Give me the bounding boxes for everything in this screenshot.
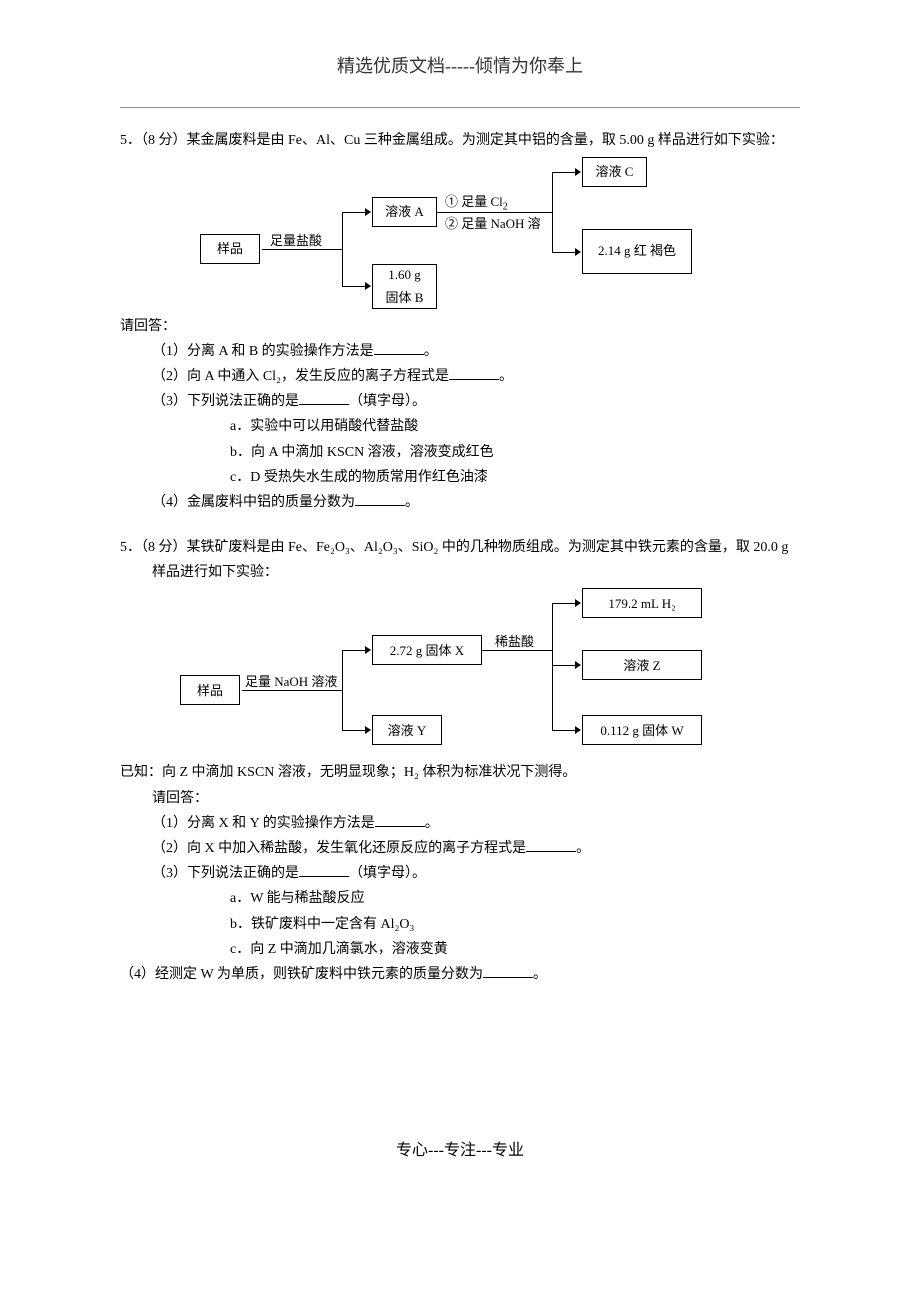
box-solution-y: 溶液 Y xyxy=(372,715,442,745)
box-solution-a: 溶液 A xyxy=(372,197,437,227)
arrow xyxy=(365,726,371,734)
q1-opt-a: a．实验中可以用硝酸代替盐酸 xyxy=(120,414,800,439)
q2-intro: 5．（8 分）某铁矿废料是由 Fe、Fe₂O₃、Al₂O₃、SiO₂ 中的几种物… xyxy=(120,535,800,585)
q2-sub3-text: （3）下列说法正确的是 xyxy=(152,866,299,881)
arrow xyxy=(575,661,581,669)
arrow xyxy=(575,726,581,734)
box-solution-z: 溶液 Z xyxy=(582,650,702,680)
line xyxy=(552,665,577,666)
q2-sub1: （1）分离 X 和 Y 的实验操作方法是 。 xyxy=(120,811,800,836)
blank xyxy=(483,977,533,978)
line xyxy=(342,730,367,731)
q2-opt-b: b．铁矿废料中一定含有 Al₂O₃ xyxy=(120,912,800,937)
solid-b-mass: 1.60 g xyxy=(388,263,421,286)
q1-sub1: （1）分离 A 和 B 的实验操作方法是 。 xyxy=(120,339,800,364)
blank xyxy=(355,505,405,506)
q1-diagram: 样品 足量盐酸 溶液 A 1.60 g 固体 B ① 足量 Cl2 ② 足量 N… xyxy=(150,164,800,304)
q1-prompt: 请回答： xyxy=(120,314,800,339)
q1-number: 5．（8 分） xyxy=(120,133,187,148)
box-solid-w: 0.112 g 固体 W xyxy=(582,715,702,745)
q1-opt-b: b．向 A 中滴加 KSCN 溶液，溶液变成红色 xyxy=(120,440,800,465)
line xyxy=(552,252,577,253)
q2-sub4-text: （4）经测定 W 为单质，则铁矿废料中铁元素的质量分数为 xyxy=(120,967,483,982)
line xyxy=(342,650,367,651)
q1-sub3-text: （3）下列说法正确的是 xyxy=(152,394,299,409)
blank xyxy=(374,354,424,355)
box-solid-x: 2.72 g 固体 X xyxy=(372,635,482,665)
q1-intro: 5．（8 分）某金属废料是由 Fe、Al、Cu 三种金属组成。为测定其中铝的含量… xyxy=(120,128,800,153)
q1-opt-c: c．D 受热失水生成的物质常用作红色油漆 xyxy=(120,465,800,490)
blank xyxy=(299,404,349,405)
label-dilute-hcl: 稀盐酸 xyxy=(495,630,534,653)
q1-sub4-end: 。 xyxy=(405,495,419,510)
box-sample-2: 样品 xyxy=(180,675,240,705)
q1-sub3: （3）下列说法正确的是 （填字母）。 xyxy=(120,389,800,414)
q1-sub1-end: 。 xyxy=(424,344,438,359)
q2-intro-text: 某铁矿废料是由 Fe、Fe₂O₃、Al₂O₃、SiO₂ 中的几种物质组成。为测定… xyxy=(152,540,788,580)
label-naoh: ② 足量 NaOH 溶 xyxy=(445,212,555,235)
arrow xyxy=(575,599,581,607)
q1-sub1-text: （1）分离 A 和 B 的实验操作方法是 xyxy=(152,344,374,359)
q1-sub2: （2）向 A 中通入 Cl₂，发生反应的离子方程式是 。 xyxy=(120,364,800,389)
q2-sub2-text: （2）向 X 中加入稀盐酸，发生氧化还原反应的离子方程式是 xyxy=(152,841,526,856)
q2-opt-c: c．向 Z 中滴加几滴氯水，溶液变黄 xyxy=(120,937,800,962)
q2-sub2: （2）向 X 中加入稀盐酸，发生氧化还原反应的离子方程式是 。 xyxy=(120,836,800,861)
arrow xyxy=(575,248,581,256)
line xyxy=(342,650,343,730)
line xyxy=(342,286,367,287)
box-solid-b: 1.60 g 固体 B xyxy=(372,264,437,309)
q2-prompt: 请回答： xyxy=(120,786,800,811)
q1-sub2-text: （2）向 A 中通入 Cl₂，发生反应的离子方程式是 xyxy=(152,369,449,384)
arrow xyxy=(365,282,371,290)
line xyxy=(552,730,577,731)
blank xyxy=(449,379,499,380)
q2-diagram: 样品 足量 NaOH 溶液 2.72 g 固体 X 溶液 Y 稀盐酸 179.2… xyxy=(150,595,800,745)
q1-sub3-end: （填字母）。 xyxy=(349,394,426,409)
blank xyxy=(299,876,349,877)
q2-sub3-end: （填字母）。 xyxy=(349,866,426,881)
solid-b-label: 固体 B xyxy=(386,286,424,309)
blank xyxy=(526,851,576,852)
box-red-brown: 2.14 g 红 褐色 xyxy=(582,229,692,274)
line xyxy=(552,603,577,604)
q2-sub4: （4）经测定 W 为单质，则铁矿废料中铁元素的质量分数为 。 xyxy=(120,962,800,987)
arrow xyxy=(365,208,371,216)
q2-sub3: （3）下列说法正确的是 （填字母）。 xyxy=(120,861,800,886)
line xyxy=(552,603,553,731)
q2-known: 已知：向 Z 中滴加 KSCN 溶液，无明显现象；H₂ 体积为标准状况下测得。 xyxy=(120,760,800,785)
page-header: 精选优质文档-----倾情为你奉上 xyxy=(120,50,800,82)
q2-sub1-end: 。 xyxy=(425,816,439,831)
arrow xyxy=(575,168,581,176)
q2-sub2-end: 。 xyxy=(576,841,590,856)
line xyxy=(342,212,343,286)
q1-sub4: （4）金属废料中铝的质量分数为 。 xyxy=(120,490,800,515)
line xyxy=(552,172,577,173)
line xyxy=(552,172,553,252)
q1-intro-text: 某金属废料是由 Fe、Al、Cu 三种金属组成。为测定其中铝的含量，取 5.00… xyxy=(187,133,784,148)
box-solution-c: 溶液 C xyxy=(582,157,647,187)
page-footer: 专心---专注---专业 xyxy=(120,1137,800,1166)
arrow xyxy=(365,646,371,654)
q2-sub4-end: 。 xyxy=(533,967,547,982)
question-1: 5．（8 分）某金属废料是由 Fe、Al、Cu 三种金属组成。为测定其中铝的含量… xyxy=(120,128,800,515)
q1-sub4-text: （4）金属废料中铝的质量分数为 xyxy=(152,495,355,510)
blank xyxy=(375,826,425,827)
q2-opt-a: a．W 能与稀盐酸反应 xyxy=(120,886,800,911)
line xyxy=(342,212,367,213)
box-h2: 179.2 mL H₂ xyxy=(582,588,702,618)
box-sample: 样品 xyxy=(200,234,260,264)
q1-sub2-end: 。 xyxy=(499,369,513,384)
label-hcl: 足量盐酸 xyxy=(270,229,322,252)
q2-sub1-text: （1）分离 X 和 Y 的实验操作方法是 xyxy=(152,816,375,831)
header-divider xyxy=(120,107,800,108)
label-naoh-2: 足量 NaOH 溶液 xyxy=(245,670,337,693)
q2-number: 5．（8 分） xyxy=(120,540,187,555)
question-2: 5．（8 分）某铁矿废料是由 Fe、Fe₂O₃、Al₂O₃、SiO₂ 中的几种物… xyxy=(120,535,800,987)
